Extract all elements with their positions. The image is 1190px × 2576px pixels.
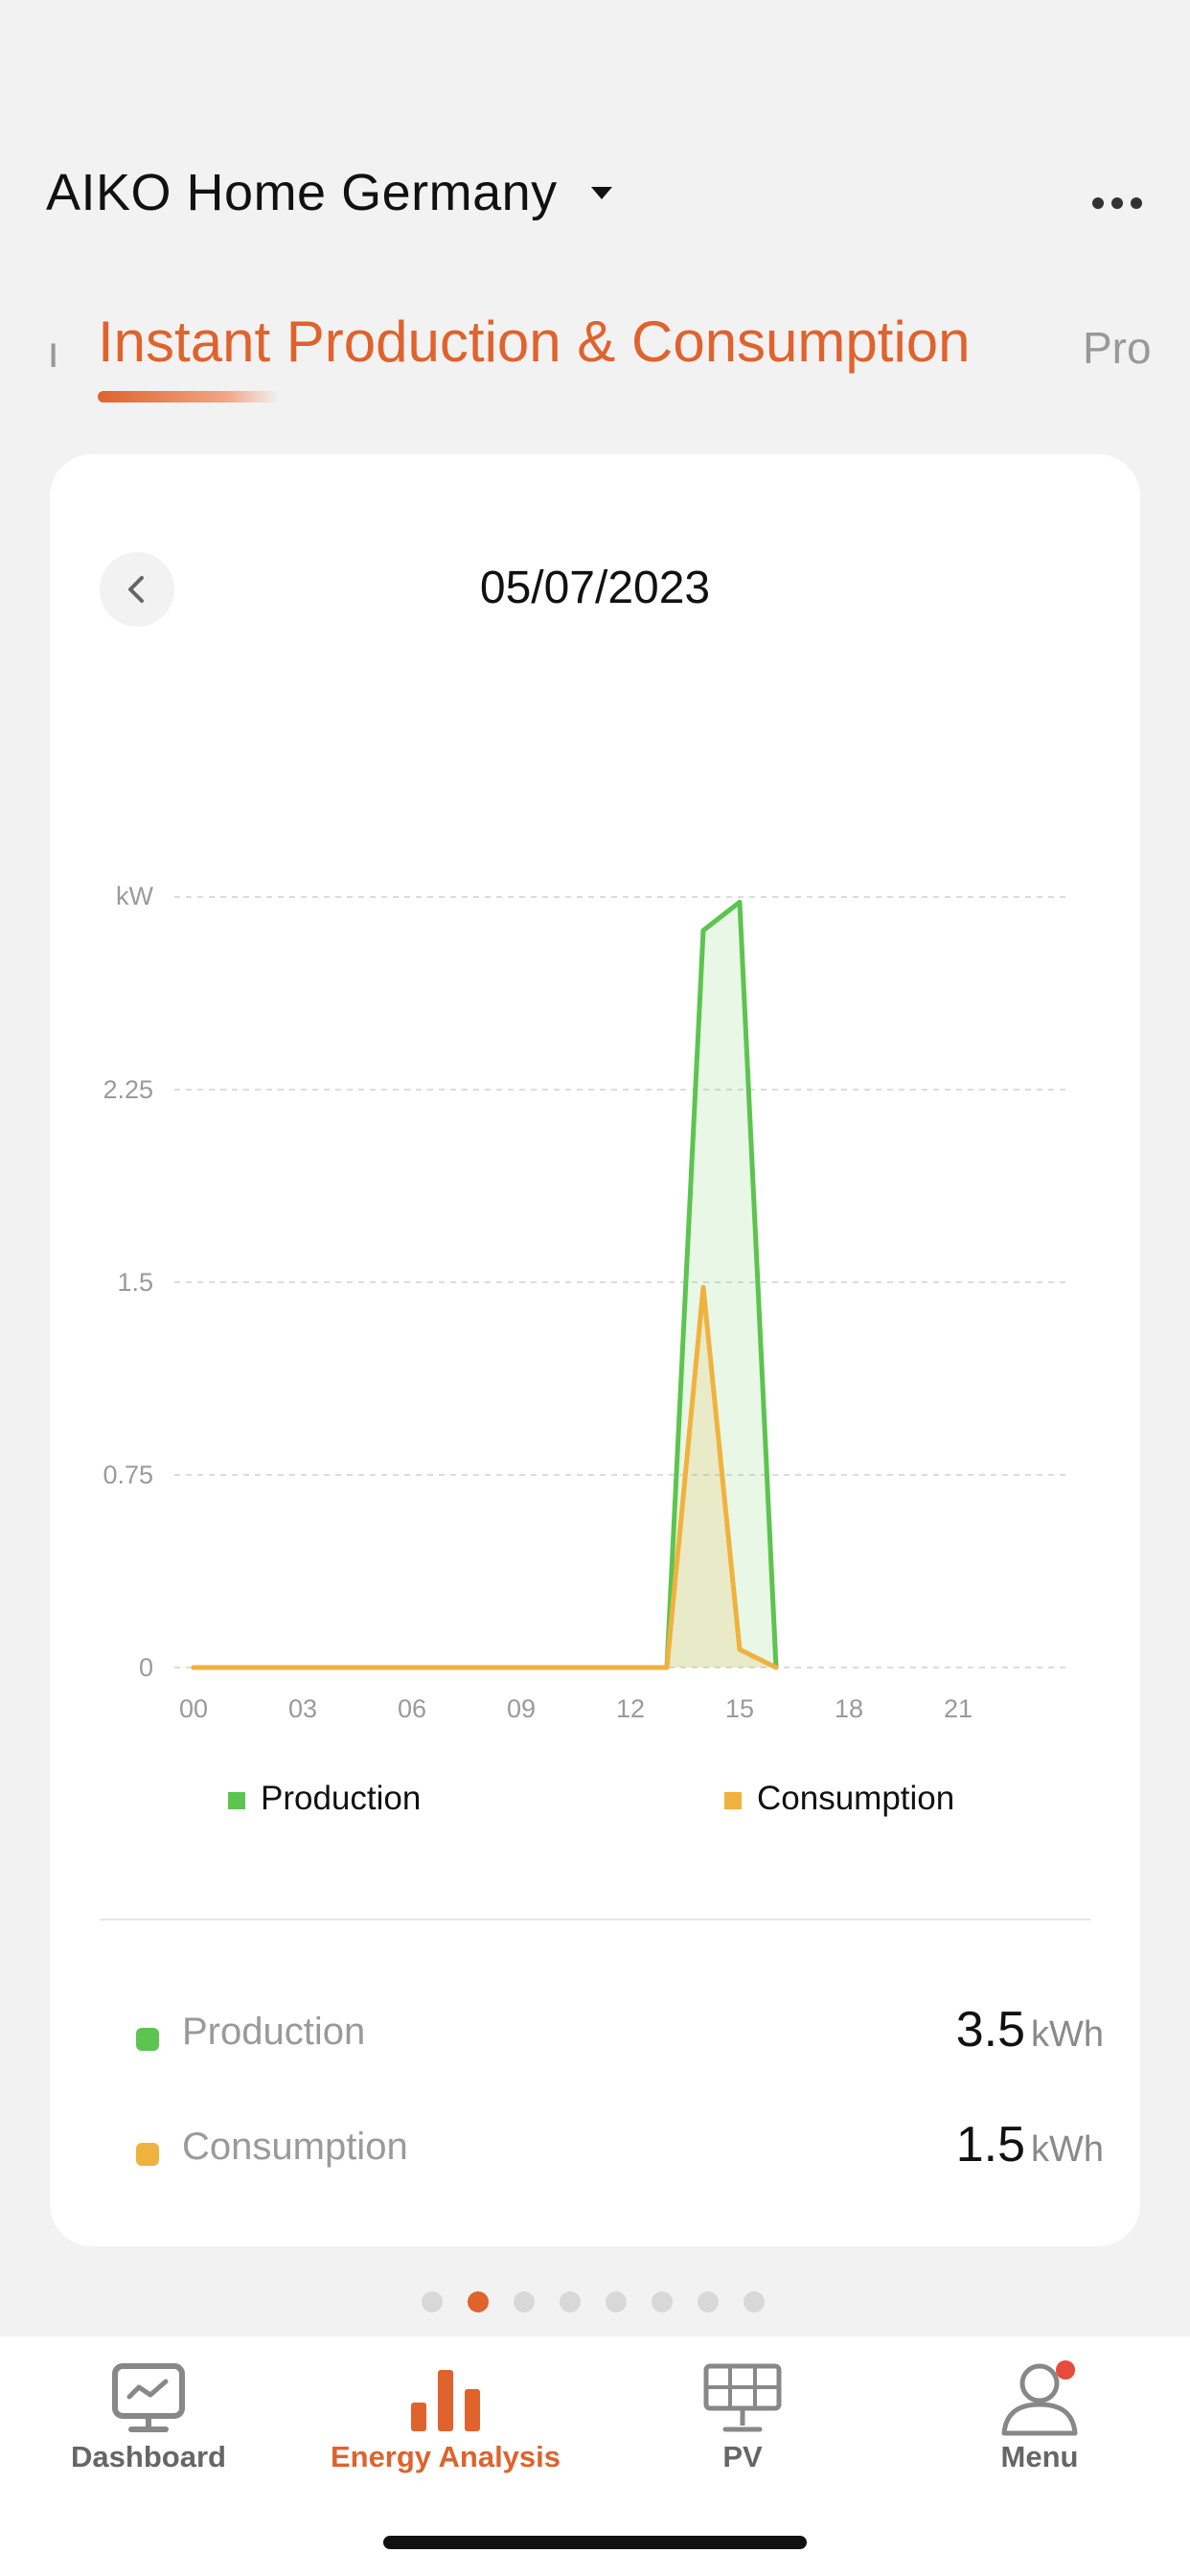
value-unit: kWh [1031,2014,1104,2055]
chart-area: kW 2.25 1.5 0.75 0 00 03 06 09 12 15 18 21 Production… [50,454,1140,1863]
x-tick-label: 12 [616,1694,645,1723]
user-icon [1001,2360,1078,2436]
x-tick-label: 06 [398,1694,426,1723]
summary-value: 3.5 kWh [956,2001,1104,2058]
page-dot[interactable] [606,2291,627,2312]
value-unit: kWh [1031,2129,1104,2170]
tab-previous[interactable]: ı [47,327,59,377]
x-tick-label: 03 [288,1694,317,1723]
x-tick-label: 18 [835,1694,863,1723]
page-dot[interactable] [514,2291,535,2312]
energy-card: 05/07/2023 kW 2.25 1.5 0.75 0 00 03 06 09 12 15 18 2… [50,454,1140,2246]
page-indicator [422,2291,786,2314]
bar-chart-icon [411,2370,480,2431]
summary-row-production: Production 3.5 kWh [136,2001,1104,2078]
caret-down-icon[interactable] [591,187,612,199]
page-dot[interactable] [468,2291,489,2312]
page-dot[interactable] [560,2291,581,2312]
nav-item-dashboard[interactable]: Dashboard [0,2336,297,2490]
x-tick-label: 09 [507,1694,536,1723]
nav-label: PV [722,2440,763,2473]
summary-label: Production [182,2011,366,2053]
summary-value: 1.5 kWh [956,2116,1104,2174]
page-dot[interactable] [652,2291,673,2312]
home-indicator [383,2536,807,2549]
nav-label: Energy Analysis [330,2440,561,2473]
active-tab-indicator [98,391,280,402]
legend-label-consumption: Consumption [757,1780,954,1817]
production-dot [136,2028,159,2051]
y-tick-label: 2.25 [103,1075,153,1104]
x-tick-label: 21 [944,1694,973,1723]
tab-instant-production-consumption[interactable]: Instant Production & Consumption [98,310,971,374]
series-line-consumption [191,1284,779,1670]
legend-swatch-consumption [724,1792,742,1809]
date-label[interactable]: 05/07/2023 [479,563,711,613]
nav-label: Menu [1000,2440,1079,2473]
header: AIKO Home Germany [0,153,1190,240]
site-title[interactable]: AIKO Home Germany [46,164,558,221]
x-tick-label: 15 [725,1694,754,1723]
y-unit-label: kW [116,882,154,910]
previous-date-button[interactable] [100,552,174,627]
chevron-left-icon [128,576,144,603]
value-number: 3.5 [955,2002,1025,2058]
value-number: 1.5 [955,2117,1025,2173]
page-dot[interactable] [698,2291,719,2312]
y-tick-label: 0 [139,1653,153,1682]
series-area-production [194,902,776,1668]
nav-item-pv[interactable]: PV [594,2336,891,2490]
y-tick-label: 0.75 [103,1460,153,1489]
tab-next[interactable]: Pro [1083,323,1152,373]
nav-item-menu[interactable]: Menu [891,2336,1188,2490]
nav-label: Dashboard [71,2440,226,2473]
summary-label: Consumption [182,2126,408,2168]
dashboard-icon [112,2363,185,2432]
solar-panel-icon [703,2363,782,2432]
x-tick-label: 00 [179,1694,208,1723]
consumption-dot [136,2143,159,2166]
page-dot[interactable] [744,2291,765,2312]
series-area-consumption [194,1287,776,1668]
divider [100,1919,1090,1920]
page-dot[interactable] [422,2291,443,2312]
legend-swatch-production [228,1792,245,1809]
notification-dot [1056,2360,1075,2380]
tab-bar: ı Instant Production & Consumption Pro [0,297,1190,422]
more-options-icon[interactable] [1092,192,1150,215]
summary-row-consumption: Consumption 1.5 kWh [136,2116,1104,2193]
y-tick-label: 1.5 [117,1268,153,1297]
nav-item-energy-analysis[interactable]: Energy Analysis [297,2336,594,2490]
legend-label-production: Production [261,1780,421,1817]
